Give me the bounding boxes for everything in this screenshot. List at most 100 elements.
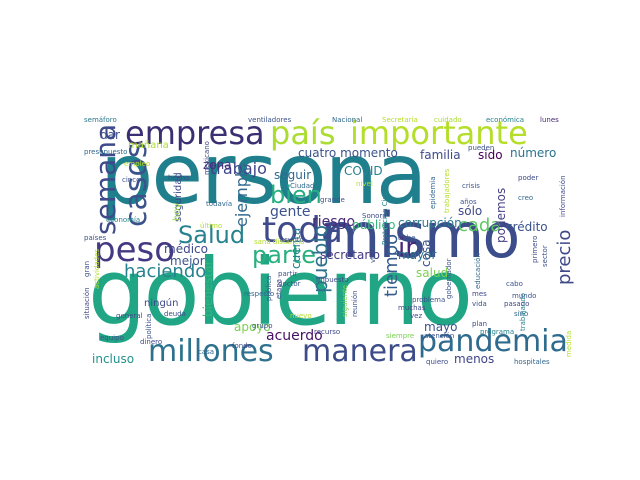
word-casa: casa <box>198 348 215 356</box>
word-general: general <box>116 312 143 320</box>
word-nacional: Nacional <box>332 116 363 124</box>
word-empleo: empleo <box>124 160 151 168</box>
word-primero: primero <box>531 235 539 263</box>
word-publico: público <box>352 218 396 232</box>
word-secretario: secretario <box>320 248 380 262</box>
word-economica: económica <box>486 116 525 124</box>
word-grande: grande <box>320 196 345 204</box>
word-sino: sino <box>514 310 529 318</box>
word-hoy: hoy <box>172 202 183 221</box>
word-hecho: hecho <box>168 174 190 182</box>
word-corrupcion: corrupción <box>398 216 462 230</box>
word-mayor: mayor <box>398 248 437 262</box>
word-empresa: empresa <box>125 114 265 152</box>
word-cinco: cinco <box>122 176 141 184</box>
word-todavia: todavía <box>206 200 233 208</box>
word-ultimo: último <box>200 222 223 230</box>
word-presupuesto: presupuesto <box>84 148 128 156</box>
word-seguir: seguir <box>274 168 312 182</box>
word-vez: vez <box>410 312 423 320</box>
word-mes: mes <box>472 290 487 298</box>
word-respecto: respecto <box>244 290 275 298</box>
word-reunion: reunión <box>351 290 359 317</box>
word-quiero: quiero <box>426 358 449 366</box>
word-crisis: crisis <box>462 182 480 190</box>
word-muchas: muchas <box>398 304 426 312</box>
word-equipo: equipo <box>100 334 124 342</box>
word-cada: cada <box>458 215 502 236</box>
word-veces: veces <box>369 242 377 263</box>
word-persona: persona <box>100 125 427 223</box>
word-importante: importante <box>350 114 528 152</box>
word-hospitales: hospitales <box>514 358 550 366</box>
word-parte: parte <box>252 241 316 269</box>
word-credito: crédito <box>506 220 548 234</box>
word-sana-distancia: sana distancia <box>254 238 305 246</box>
word-precio: precio <box>554 229 575 285</box>
word-ningun: ningún <box>144 298 179 309</box>
word-recurso: recurso <box>314 328 341 336</box>
word-incluso: incluso <box>92 352 135 366</box>
word-situacion: situación <box>83 287 91 319</box>
word-cosa: cosa <box>419 239 433 267</box>
word-pais: país <box>270 114 336 152</box>
word-lunes: lunes <box>540 116 559 124</box>
word-fondo: fondo <box>232 342 252 350</box>
word-mayo: mayo <box>424 320 458 334</box>
word-familia: familia <box>420 148 461 162</box>
word-siempre: siempre <box>386 332 415 340</box>
word-riesgo: riesgo <box>312 214 356 230</box>
word-dar: dar <box>100 128 120 142</box>
word-sector: sector <box>541 245 549 267</box>
word-podemos: podemos <box>494 187 508 243</box>
word-nivel: nivel <box>356 180 373 188</box>
word-medico: médico <box>164 242 208 256</box>
word-mejor: mejor <box>170 254 205 268</box>
word-menos: menos <box>454 352 495 366</box>
word-plan: plan <box>472 320 488 328</box>
word-solo: sólo <box>458 204 483 218</box>
word-pasado: pasado <box>504 300 530 308</box>
word-haciendo: haciendo <box>124 261 207 282</box>
word-salud2: salud <box>416 266 449 280</box>
word-politica: política <box>145 313 153 339</box>
word-mundo: mundo <box>512 292 537 300</box>
word-epidemia: epidemia <box>429 176 437 210</box>
word-salud: Salud <box>178 221 246 249</box>
word-publica: pública <box>265 275 273 301</box>
word-cuenta: cuenta <box>289 227 303 269</box>
word-nuevo: nuevo <box>290 312 312 320</box>
word-vida: vida <box>472 300 487 308</box>
word-cabo: cabo <box>506 280 523 288</box>
word-ventiladores: ventiladores <box>248 116 292 124</box>
word-poder: poder <box>518 174 539 182</box>
word-covid: COVID <box>344 164 383 178</box>
word-trabajando: trabajando <box>519 292 527 331</box>
word-semaforo: semáforo <box>84 116 117 124</box>
word-mismo: mismo <box>320 199 520 272</box>
word-actividades: actividades <box>93 248 101 289</box>
word-dinero: dinero <box>140 338 163 346</box>
word-secretaria: Secretaria <box>382 116 418 124</box>
word-gobernador: gobernador <box>445 258 453 299</box>
word-numero: número <box>510 146 557 160</box>
word-bienestar: bienestar <box>201 260 215 317</box>
word-sonora: Sonora <box>362 212 387 220</box>
word-gente: gente <box>270 204 311 220</box>
word-paises: países <box>84 234 107 242</box>
word-cuatro-momento: cuatro momento <box>298 146 398 160</box>
word-trabajo: trabajo <box>210 159 267 178</box>
word-anos: años <box>460 198 477 206</box>
word-partir: partir <box>278 270 298 278</box>
word-economia: economía <box>106 216 141 224</box>
word-gobierno: gobierno <box>88 239 473 346</box>
word-sido: sido <box>478 148 503 162</box>
word-acuerdo: acuerdo <box>266 328 323 344</box>
word-ciudad: Ciudad <box>290 182 315 190</box>
word-peso: peso <box>94 230 176 270</box>
word-debe: debe <box>398 234 416 242</box>
word-programa: programa <box>480 328 515 336</box>
word-grupo: grupo <box>252 322 273 330</box>
word-manera: manera <box>302 334 418 369</box>
word-millones: millones <box>148 334 274 369</box>
